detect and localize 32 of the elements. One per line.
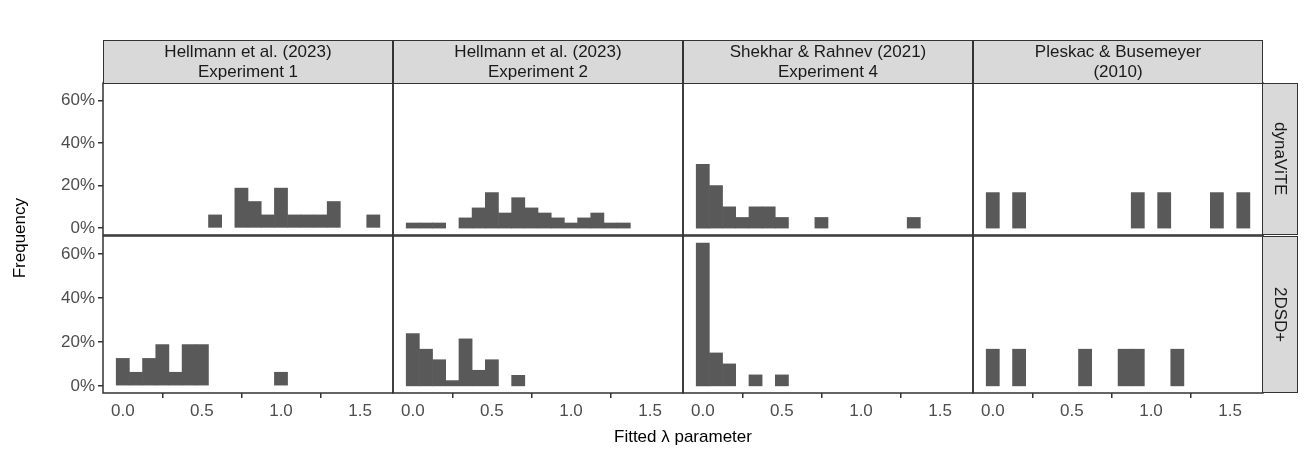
facet-header: 2DSD+	[1262, 236, 1298, 393]
x-tick-label: 0.0	[690, 400, 715, 420]
x-tick-label: 0.5	[1060, 400, 1084, 420]
x-tick-label: 1.5	[348, 400, 372, 420]
y-tick-label: 20%	[60, 331, 95, 351]
y-tick-label: 60%	[60, 90, 95, 110]
x-tick-label: 0.5	[190, 400, 214, 420]
facet-header: dynaViTE	[1262, 83, 1298, 235]
facet-header: Hellmann et al. (2023) Experiment 2	[393, 40, 683, 84]
y-tick-label: 0%	[70, 217, 95, 237]
x-tick-label: 1.5	[1218, 400, 1242, 420]
x-tick-label: 1.0	[269, 400, 293, 420]
y-tick-label: 60%	[60, 243, 95, 263]
y-tick-label: 20%	[60, 175, 95, 195]
x-axis-title: Fitted λ parameter	[614, 427, 752, 447]
x-tick-label: 0.0	[110, 400, 135, 420]
x-tick-label: 1.0	[849, 400, 873, 420]
x-tick-label: 0.5	[480, 400, 504, 420]
facet-header: Pleskac & Busemeyer (2010)	[973, 40, 1263, 84]
x-tick-label: 0.0	[400, 400, 425, 420]
x-tick-label: 1.0	[1139, 400, 1163, 420]
x-tick-label: 1.5	[638, 400, 662, 420]
x-tick-label: 0.5	[770, 400, 794, 420]
y-tick-label: 40%	[60, 132, 95, 152]
y-tick-label: 40%	[60, 287, 95, 307]
x-tick-label: 1.0	[559, 400, 583, 420]
facet-header: Hellmann et al. (2023) Experiment 1	[103, 40, 393, 84]
x-tick-label: 0.0	[980, 400, 1005, 420]
x-tick-label: 1.5	[928, 400, 952, 420]
y-tick-label: 0%	[70, 375, 95, 395]
y-axis-title: Frequency	[10, 198, 30, 279]
facet-header: Shekhar & Rahnev (2021) Experiment 4	[683, 40, 973, 84]
